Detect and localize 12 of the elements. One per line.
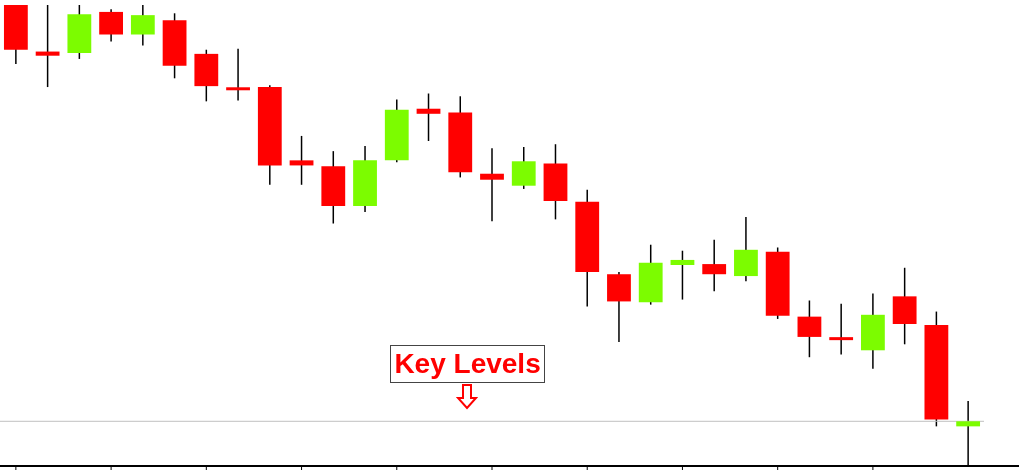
note-box: Key Levels — [390, 345, 545, 384]
candlestick — [416, 92, 441, 142]
candlestick — [130, 4, 155, 47]
candlestick — [289, 135, 314, 186]
candlestick — [702, 238, 727, 293]
candlestick — [226, 48, 250, 102]
candlestick — [670, 249, 695, 301]
candlestick — [829, 302, 854, 356]
candlestick — [480, 147, 504, 222]
candlestick — [35, 4, 60, 88]
candlestick — [99, 8, 123, 43]
candlestick — [797, 299, 822, 358]
